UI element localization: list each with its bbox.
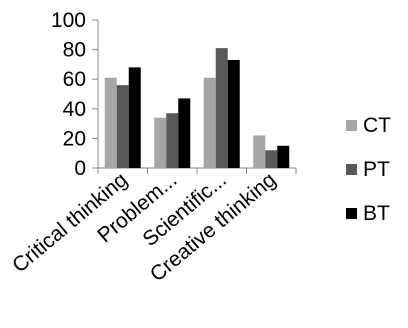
legend-swatch-bt: [346, 208, 357, 219]
bar-ct-3: [253, 135, 266, 168]
legend-label-pt: PT: [363, 158, 390, 181]
legend-label-bt: BT: [363, 202, 390, 225]
bar-ct-1: [154, 117, 167, 168]
legend-label-ct: CT: [363, 114, 391, 137]
legend: CT PT BT: [346, 114, 391, 225]
y-tick-label: 40: [63, 98, 86, 121]
bar-pt-3: [265, 150, 278, 168]
y-tick-label: 80: [63, 39, 86, 62]
bar-ct-0: [104, 77, 117, 168]
y-tick-label: 20: [63, 127, 86, 150]
bar-bt-1: [178, 98, 191, 168]
bar-bt-0: [128, 67, 141, 168]
y-tick-label: 0: [74, 157, 86, 180]
y-tick-label: 100: [51, 9, 86, 32]
bar-pt-2: [215, 48, 228, 169]
y-tick-label: 60: [63, 68, 86, 91]
bar-pt-0: [116, 85, 129, 168]
bar-bt-3: [277, 145, 290, 168]
legend-swatch-ct: [346, 120, 357, 131]
bar-ct-2: [203, 77, 216, 168]
bar-bt-2: [227, 59, 240, 168]
legend-swatch-pt: [346, 164, 357, 175]
bar-pt-1: [166, 113, 179, 168]
bars: [104, 48, 290, 169]
